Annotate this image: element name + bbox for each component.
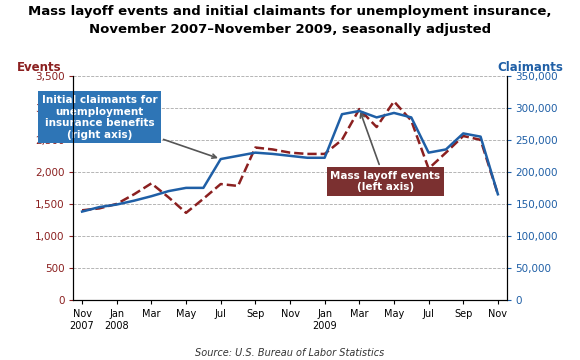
Text: Mass layoff events
(left axis): Mass layoff events (left axis) [330, 113, 440, 192]
Text: November 2007–November 2009, seasonally adjusted: November 2007–November 2009, seasonally … [89, 23, 491, 36]
Text: Mass layoff events and initial claimants for unemployment insurance,: Mass layoff events and initial claimants… [28, 5, 552, 18]
Text: Events: Events [17, 60, 61, 73]
Text: Claimants: Claimants [497, 60, 563, 73]
Text: Source: U.S. Bureau of Labor Statistics: Source: U.S. Bureau of Labor Statistics [195, 348, 385, 358]
Text: Initial claimants for
unemployment
insurance benefits
(right axis): Initial claimants for unemployment insur… [42, 95, 216, 158]
